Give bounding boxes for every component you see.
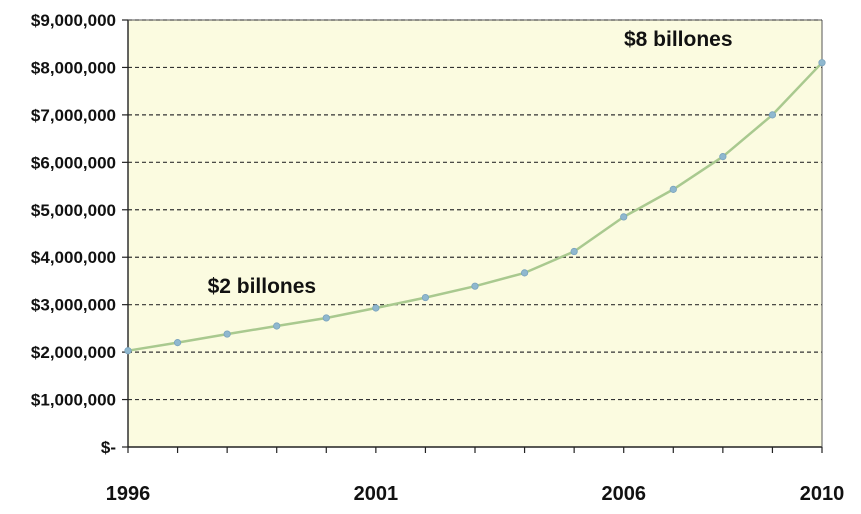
y-tick-label: $9,000,000 bbox=[31, 11, 116, 30]
x-tick-labels: 1996 2001 2006 2010 bbox=[106, 483, 845, 505]
data-point bbox=[372, 304, 380, 312]
annotation-label: $2 billones bbox=[208, 275, 317, 298]
data-point bbox=[570, 247, 578, 256]
x-tick-label: 1996 bbox=[106, 483, 151, 505]
y-tick-label: $5,000,000 bbox=[31, 201, 116, 220]
data-point bbox=[768, 111, 777, 119]
data-point bbox=[273, 322, 281, 330]
y-tick-label: $8,000,000 bbox=[31, 58, 116, 77]
data-point bbox=[669, 185, 677, 193]
y-tick-label: $3,000,000 bbox=[31, 296, 116, 315]
axes bbox=[122, 19, 823, 453]
y-tick-label: $4,000,000 bbox=[31, 248, 116, 267]
data-point bbox=[421, 293, 430, 302]
y-tick-label: $1,000,000 bbox=[31, 391, 116, 410]
data-point bbox=[818, 59, 826, 67]
y-tick-label: $7,000,000 bbox=[31, 106, 116, 125]
x-tick-label: 2001 bbox=[354, 483, 399, 505]
annotation-label: $8 billones bbox=[624, 28, 733, 51]
x-tick-label: 2006 bbox=[601, 483, 646, 505]
annotations: $2 billones $8 billones bbox=[208, 28, 733, 298]
y-tick-label: $6,000,000 bbox=[31, 153, 116, 172]
data-point bbox=[223, 330, 231, 338]
y-tick-label: $2,000,000 bbox=[31, 343, 116, 362]
data-point bbox=[719, 153, 727, 161]
data-point bbox=[520, 269, 529, 277]
data-point bbox=[620, 213, 628, 221]
x-tick-label: 2010 bbox=[800, 483, 845, 505]
series bbox=[124, 59, 826, 355]
y-tick-label: $- bbox=[101, 438, 116, 457]
data-point bbox=[173, 339, 182, 347]
plot-background bbox=[128, 20, 822, 447]
y-tick-labels: $- $1,000,000 $2,000,000 $3,000,000 $4,000,0… bbox=[31, 11, 116, 457]
data-point bbox=[124, 347, 132, 355]
data-point bbox=[322, 314, 330, 322]
data-point bbox=[471, 282, 479, 290]
